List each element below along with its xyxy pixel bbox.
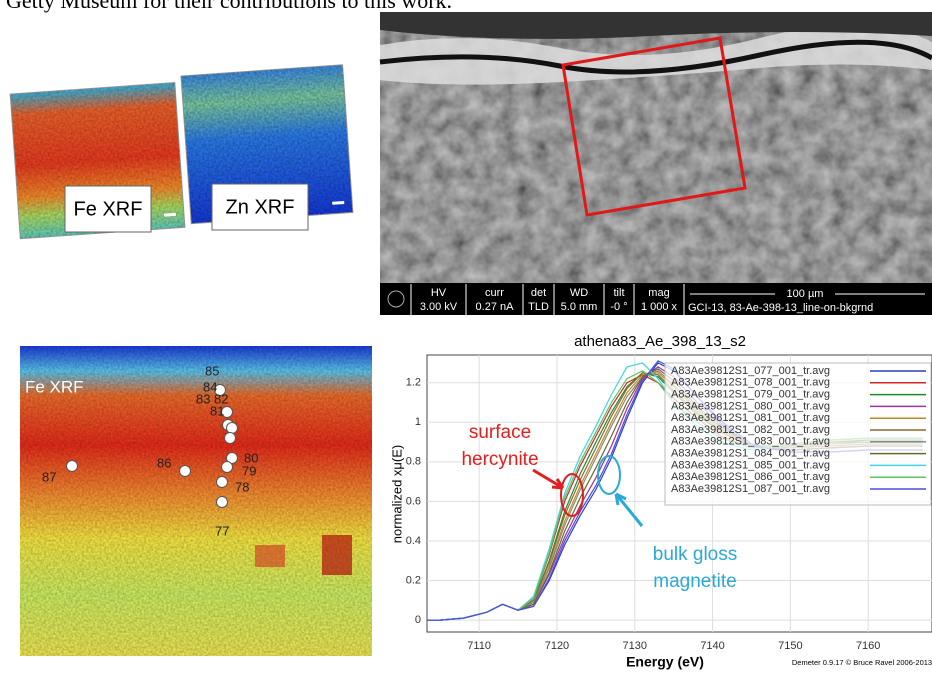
legend-label: A83Ae39812S1_086_001_tr.avg	[671, 471, 830, 483]
map-point-label: 77	[215, 523, 229, 538]
sem-image: HV 3.00 kV curr 0.27 nA det TLD WD 5.0 mm tilt -0…	[380, 12, 932, 315]
legend-label: A83Ae39812S1_087_001_tr.avg	[671, 483, 830, 495]
page: {"header": {"text": "Getty Museum for th…	[0, 0, 932, 671]
map-point	[217, 477, 228, 488]
zn-label: Zn XRF	[226, 196, 295, 218]
y-axis-label: normalized xμ(E)	[389, 445, 404, 544]
chart-title: athena83_Ae_398_13_s2	[574, 333, 746, 350]
slide: Getty Museum for their contributions to …	[0, 0, 932, 671]
map-point-label: 87	[42, 469, 56, 484]
sem-field-label: det	[531, 287, 546, 299]
y-tick-label: 0.4	[406, 535, 421, 547]
footer: Demeter 0.9.17 © Bruce Ravel 2006-2013	[792, 658, 932, 667]
legend-label: A83Ae39812S1_080_001_tr.avg	[671, 400, 830, 412]
map-point-label: 81	[210, 403, 224, 418]
y-tick-label: 1	[415, 416, 421, 428]
sem-field-value: 1 000 x	[641, 301, 678, 313]
map-label: Fe XRF	[25, 377, 84, 396]
map-point-label: 86	[157, 455, 171, 470]
sem-field-value: -0 °	[610, 301, 627, 313]
y-tick-label: 0	[415, 614, 421, 626]
map-point	[180, 466, 191, 477]
sem-field-value: 3.00 kV	[420, 301, 458, 313]
map-point	[222, 462, 233, 473]
sem-field-label: WD	[570, 287, 588, 299]
legend-label: A83Ae39812S1_079_001_tr.avg	[671, 389, 830, 401]
map-point	[67, 461, 78, 472]
sem-field-label: tilt	[614, 287, 625, 299]
map-point-label: 83	[196, 391, 210, 406]
annotation-text: magnetite	[653, 571, 736, 592]
annotation-text: hercynite	[461, 449, 538, 470]
annotation-text: bulk gloss	[653, 544, 738, 565]
legend-label: A83Ae39812S1_077_001_tr.avg	[671, 365, 830, 377]
legend-label: A83Ae39812S1_078_001_tr.avg	[671, 377, 830, 389]
map-point	[227, 423, 238, 434]
sem-field-value: 5.0 mm	[561, 301, 598, 313]
sem-field-value: TLD	[528, 301, 549, 313]
y-tick-label: 0.8	[406, 456, 421, 468]
sem-field-label: HV	[431, 287, 447, 299]
sem-field-label: curr	[485, 287, 504, 299]
legend-label: A83Ae39812S1_083_001_tr.avg	[671, 436, 830, 448]
map-point-label: 78	[235, 479, 249, 494]
legend-label: A83Ae39812S1_081_001_tr.avg	[671, 412, 830, 424]
map-point-label: 85	[205, 363, 219, 378]
sem-field-value: 0.27 nA	[476, 301, 515, 313]
annotation-text: surface	[469, 422, 531, 443]
legend-label: A83Ae39812S1_082_001_tr.avg	[671, 424, 830, 436]
y-tick-label: 0.6	[406, 495, 421, 507]
map-point	[225, 433, 236, 444]
map-point-label: 79	[242, 463, 256, 478]
x-tick-label: 7120	[545, 640, 569, 652]
y-tick-label: 1.2	[406, 377, 421, 389]
x-axis-label: Energy (eV)	[626, 654, 704, 670]
x-tick-label: 7110	[467, 640, 491, 652]
chart: 7110 7120 7130 7140 7150 7160 0 0.2 0.4 0.6 0.8 1 1.…	[389, 333, 932, 670]
x-tick-label: 7140	[700, 640, 724, 652]
x-tick-label: 7150	[778, 640, 802, 652]
map-point	[217, 497, 228, 508]
legend-label: A83Ae39812S1_085_001_tr.avg	[671, 459, 830, 471]
fe-label: Fe XRF	[74, 198, 143, 220]
sem-caption: GCI-13, 83-Ae-398-13_line-on-bkgrnd	[688, 302, 873, 314]
header-text: Getty Museum for their contributions to …	[6, 0, 452, 13]
legend-label: A83Ae39812S1_084_001_tr.avg	[671, 448, 830, 460]
x-tick-label: 7160	[856, 640, 880, 652]
x-tick-label: 7130	[623, 640, 647, 652]
sem-scale: 100 µm	[787, 288, 824, 300]
sem-field-label: mag	[648, 287, 669, 299]
y-tick-label: 0.2	[406, 574, 421, 586]
